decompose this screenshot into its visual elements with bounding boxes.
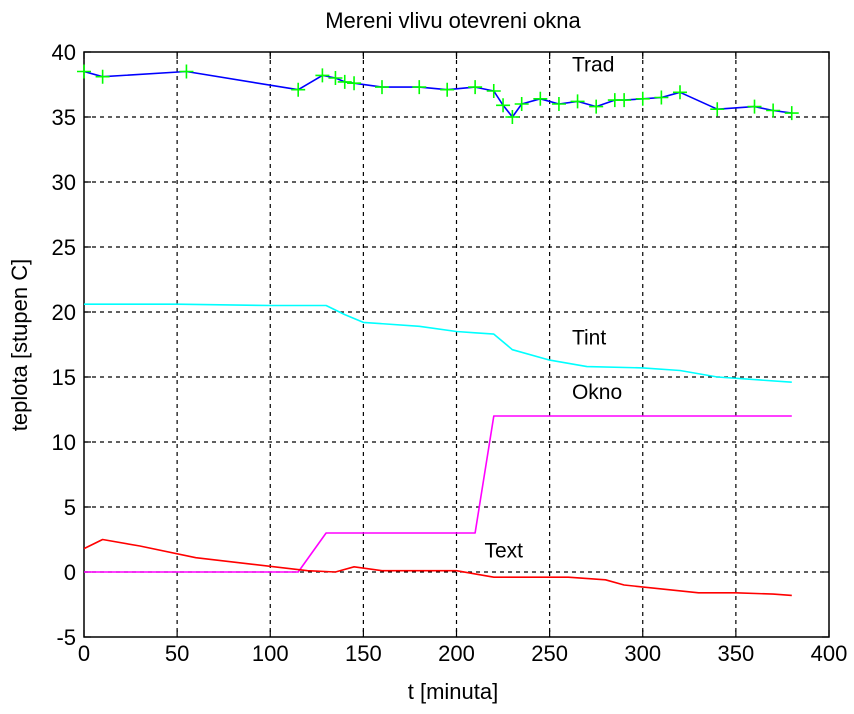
series-marker-trad: [468, 80, 483, 95]
series-marker-trad: [589, 99, 604, 114]
x-tick-label: 250: [531, 641, 568, 666]
series-marker-trad: [179, 64, 194, 79]
series-marker-trad: [551, 97, 566, 111]
x-tick-label: 300: [624, 641, 661, 666]
y-tick-label: 40: [52, 40, 76, 65]
series-marker-trad: [291, 82, 306, 97]
series-marker-trad: [496, 98, 511, 113]
plot-area: 0 50 100 150 200 250 300 350 400-505101520253035…: [52, 40, 848, 666]
series-marker-trad: [654, 90, 669, 105]
y-tick-label: 0: [64, 560, 76, 585]
y-tick-label: 25: [52, 235, 76, 260]
series-marker-trad: [784, 106, 799, 121]
y-tick-label: 30: [52, 170, 76, 195]
y-tick-label: 10: [52, 430, 76, 455]
series-marker-trad: [77, 64, 91, 79]
annotation-text: Text: [484, 540, 523, 563]
series-marker-trad: [95, 69, 110, 84]
series-marker-trad: [570, 94, 585, 109]
chart-title: Mereni vlivu otevreni okna: [325, 8, 581, 33]
x-tick-label: 0: [78, 641, 90, 666]
y-tick-label: -5: [56, 625, 76, 650]
series-marker-trad: [486, 84, 501, 98]
series-marker-trad: [328, 71, 343, 85]
series-marker-trad: [412, 80, 427, 95]
x-tick-label: 400: [811, 641, 848, 666]
annotation-tint: Tint: [572, 327, 606, 350]
series-line-okno: [84, 415, 792, 573]
series-marker-trad: [440, 82, 455, 97]
series-marker-trad: [766, 103, 781, 118]
series-marker-trad: [337, 74, 352, 89]
y-tick-label: 35: [52, 105, 76, 130]
series-marker-trad: [710, 102, 725, 117]
series-line-tint: [84, 303, 792, 383]
x-tick-label: 150: [345, 641, 382, 666]
series-marker-trad: [673, 85, 687, 100]
y-axis-label: teplota [stupen C]: [7, 259, 32, 431]
annotation-trad: Trad: [572, 54, 614, 77]
y-tick-label: 15: [52, 365, 76, 390]
series-marker-trad: [505, 110, 520, 124]
x-axis-label: t [minuta]: [408, 679, 498, 704]
series-marker-trad: [514, 97, 529, 111]
y-tick-label: 5: [64, 495, 76, 520]
annotation-okno: Okno: [572, 381, 622, 404]
x-tick-label: 200: [438, 641, 475, 666]
x-tick-label: 350: [718, 641, 755, 666]
series-marker-trad: [375, 80, 389, 95]
x-tick-label: 50: [165, 641, 189, 666]
x-tick-label: 100: [252, 641, 289, 666]
series-marker-trad: [635, 91, 650, 106]
series-line-text: [83, 538, 792, 597]
y-tick-label: 20: [52, 300, 76, 325]
series-marker-trad: [315, 68, 330, 83]
series-marker-trad: [747, 99, 762, 114]
series-marker-trad: [617, 93, 632, 108]
series-marker-trad: [347, 76, 362, 91]
series-marker-trad: [533, 91, 548, 106]
